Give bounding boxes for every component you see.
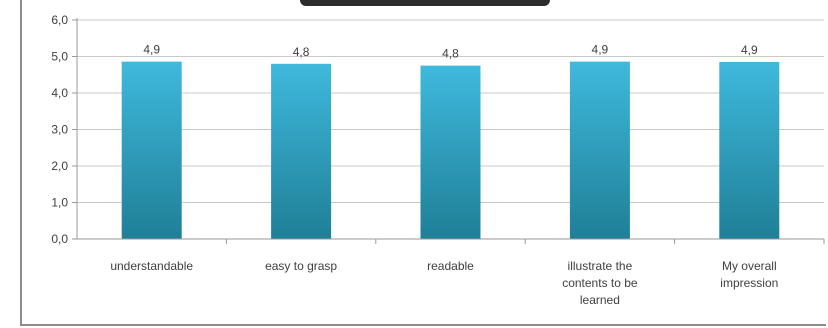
data-label-1: 4,9 xyxy=(143,43,160,57)
x-category-label-5: My overall impression xyxy=(720,259,778,290)
chart-frame xyxy=(20,0,826,326)
y-tick-label: 6,0 xyxy=(51,13,68,27)
y-tick-label: 0,0 xyxy=(51,232,68,246)
chart-title-cropped xyxy=(300,0,550,6)
x-axis: understandable easy to grasp readable illus… xyxy=(77,238,825,307)
y-tick-label: 3,0 xyxy=(51,123,68,137)
x-category-label-1: understandable xyxy=(110,259,193,273)
x-category-label-line: learned xyxy=(580,293,620,307)
x-category-label-line: My overall xyxy=(722,259,777,273)
y-tick-label: 5,0 xyxy=(51,50,68,64)
y-axis: 0,0 1,0 2,0 3,0 4,0 5,0 6,0 xyxy=(51,13,78,246)
bar-5 xyxy=(719,61,780,239)
y-tick-label: 2,0 xyxy=(51,159,68,173)
data-label-2: 4,8 xyxy=(293,45,310,59)
x-category-label-2: easy to grasp xyxy=(265,259,337,273)
x-category-label-line: easy to grasp xyxy=(265,259,337,273)
data-label-4: 4,9 xyxy=(592,43,609,57)
x-category-label-line: impression xyxy=(720,276,778,290)
x-category-label-4: illustrate the contents to be learned xyxy=(562,259,638,307)
data-label-5: 4,9 xyxy=(741,43,758,57)
y-tick-label: 1,0 xyxy=(51,196,68,210)
y-tick-label: 4,0 xyxy=(51,86,68,100)
x-category-label-line: contents to be xyxy=(562,276,638,290)
bar-2 xyxy=(271,63,332,239)
x-category-label-line: readable xyxy=(427,259,474,273)
data-label-3: 4,8 xyxy=(442,47,459,61)
bar-1 xyxy=(121,61,182,239)
bar-4 xyxy=(569,61,630,239)
x-category-label-3: readable xyxy=(427,259,474,273)
bar-3 xyxy=(420,65,481,239)
x-category-label-line: illustrate the xyxy=(568,259,633,273)
bars: 4,9 4,8 4,8 4,9 4,9 xyxy=(121,43,780,239)
x-category-label-line: understandable xyxy=(110,259,193,273)
